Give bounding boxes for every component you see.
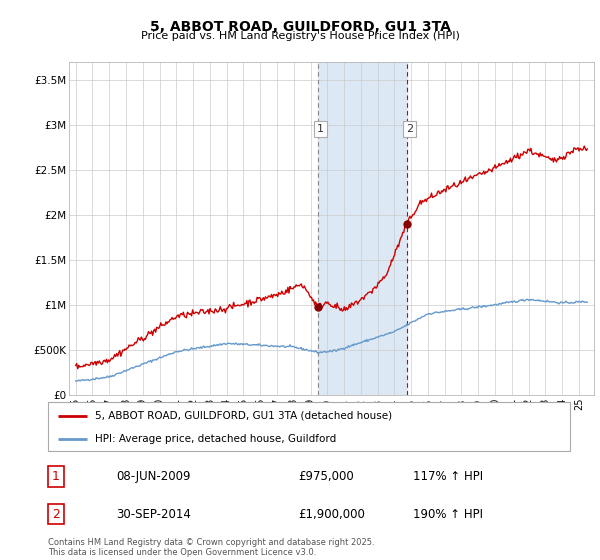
Text: Contains HM Land Registry data © Crown copyright and database right 2025.
This d: Contains HM Land Registry data © Crown c… — [48, 538, 374, 557]
Text: Price paid vs. HM Land Registry's House Price Index (HPI): Price paid vs. HM Land Registry's House … — [140, 31, 460, 41]
Bar — [318, 62, 407, 395]
Text: 2: 2 — [52, 507, 60, 521]
Text: 1: 1 — [317, 124, 324, 134]
Text: £1,900,000: £1,900,000 — [299, 507, 365, 521]
Text: 5, ABBOT ROAD, GUILDFORD, GU1 3TA (detached house): 5, ABBOT ROAD, GUILDFORD, GU1 3TA (detac… — [95, 410, 392, 421]
Text: 1: 1 — [52, 470, 60, 483]
Text: 30-SEP-2014: 30-SEP-2014 — [116, 507, 191, 521]
Text: 5, ABBOT ROAD, GUILDFORD, GU1 3TA: 5, ABBOT ROAD, GUILDFORD, GU1 3TA — [149, 20, 451, 34]
Text: 2: 2 — [406, 124, 413, 134]
Text: £975,000: £975,000 — [299, 470, 355, 483]
Text: 08-JUN-2009: 08-JUN-2009 — [116, 470, 190, 483]
Text: 117% ↑ HPI: 117% ↑ HPI — [413, 470, 484, 483]
Text: HPI: Average price, detached house, Guildford: HPI: Average price, detached house, Guil… — [95, 433, 336, 444]
Text: 190% ↑ HPI: 190% ↑ HPI — [413, 507, 484, 521]
